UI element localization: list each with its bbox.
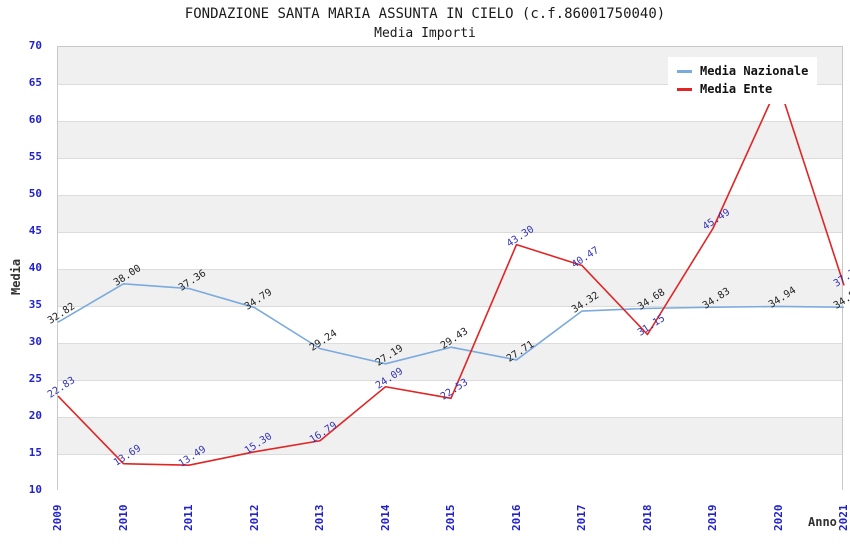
y-tick-label: 70 [28, 39, 42, 52]
gridline [58, 83, 842, 85]
legend: Media Nazionale Media Ente [668, 57, 818, 104]
y-tick-label: 50 [28, 187, 42, 200]
gridline [58, 305, 842, 307]
y-tick-label: 30 [28, 335, 42, 348]
grid-band [58, 306, 842, 343]
legend-label: Media Nazionale [700, 64, 809, 78]
series-canvas [57, 83, 845, 466]
y-tick-label: 20 [28, 409, 42, 422]
grid-band [58, 417, 842, 454]
gridline [58, 231, 842, 233]
chart-title: FONDAZIONE SANTA MARIA ASSUNTA IN CIELO … [184, 6, 666, 22]
x-tick-label: 2018 [640, 504, 654, 532]
grid-band [58, 195, 842, 232]
x-tick-label: 2009 [51, 504, 64, 532]
gridline [58, 194, 842, 196]
legend-item-media-nazionale: Media Nazionale [677, 62, 808, 80]
x-tick-label: 2016 [509, 504, 523, 532]
x-tick-label: 2021 [837, 504, 850, 532]
x-tick-label: 2013 [313, 504, 326, 532]
x-tick-label: 2020 [771, 504, 785, 532]
grid-band [58, 158, 842, 195]
gridline [58, 416, 842, 418]
legend-swatch-media-nazionale-icon [677, 69, 692, 73]
gridline [58, 379, 842, 381]
grid-band [58, 232, 842, 269]
x-tick-label: 2017 [575, 504, 588, 532]
x-tick-label: 2012 [247, 504, 261, 532]
plot-area [57, 46, 845, 491]
legend-item-media-ente: Media Ente [677, 80, 808, 98]
y-tick-label: 55 [28, 150, 42, 163]
x-tick-label: 2019 [706, 504, 719, 532]
gridline [58, 342, 842, 344]
gridline [58, 157, 842, 159]
y-tick-label: 10 [28, 483, 42, 496]
y-tick-label: 60 [28, 113, 42, 126]
legend-label: Media Ente [700, 82, 773, 96]
series-line-media-ente [57, 83, 845, 466]
gridline [58, 453, 842, 455]
y-tick-label: 40 [28, 261, 42, 274]
x-tick-label: 2011 [182, 504, 195, 532]
y-tick-label: 65 [28, 76, 42, 89]
grid-band [58, 269, 842, 306]
y-tick-label: 25 [28, 372, 42, 385]
series-line-media-nazionale [57, 283, 845, 365]
x-tick-label: 2014 [378, 504, 392, 532]
gridline [58, 268, 842, 270]
chart-subtitle: Media Importi [374, 26, 476, 41]
y-tick-label: 15 [28, 446, 42, 459]
x-axis-title: Anno [808, 515, 837, 529]
x-tick-label: 2010 [116, 504, 130, 532]
grid-band [58, 454, 842, 491]
grid-band [58, 121, 842, 158]
grid-band [58, 343, 842, 380]
legend-swatch-media-ente-icon [677, 87, 692, 91]
y-tick-label: 45 [28, 224, 42, 237]
x-tick-label: 2015 [444, 504, 457, 532]
gridline [58, 120, 842, 122]
y-tick-label: 35 [28, 298, 42, 311]
